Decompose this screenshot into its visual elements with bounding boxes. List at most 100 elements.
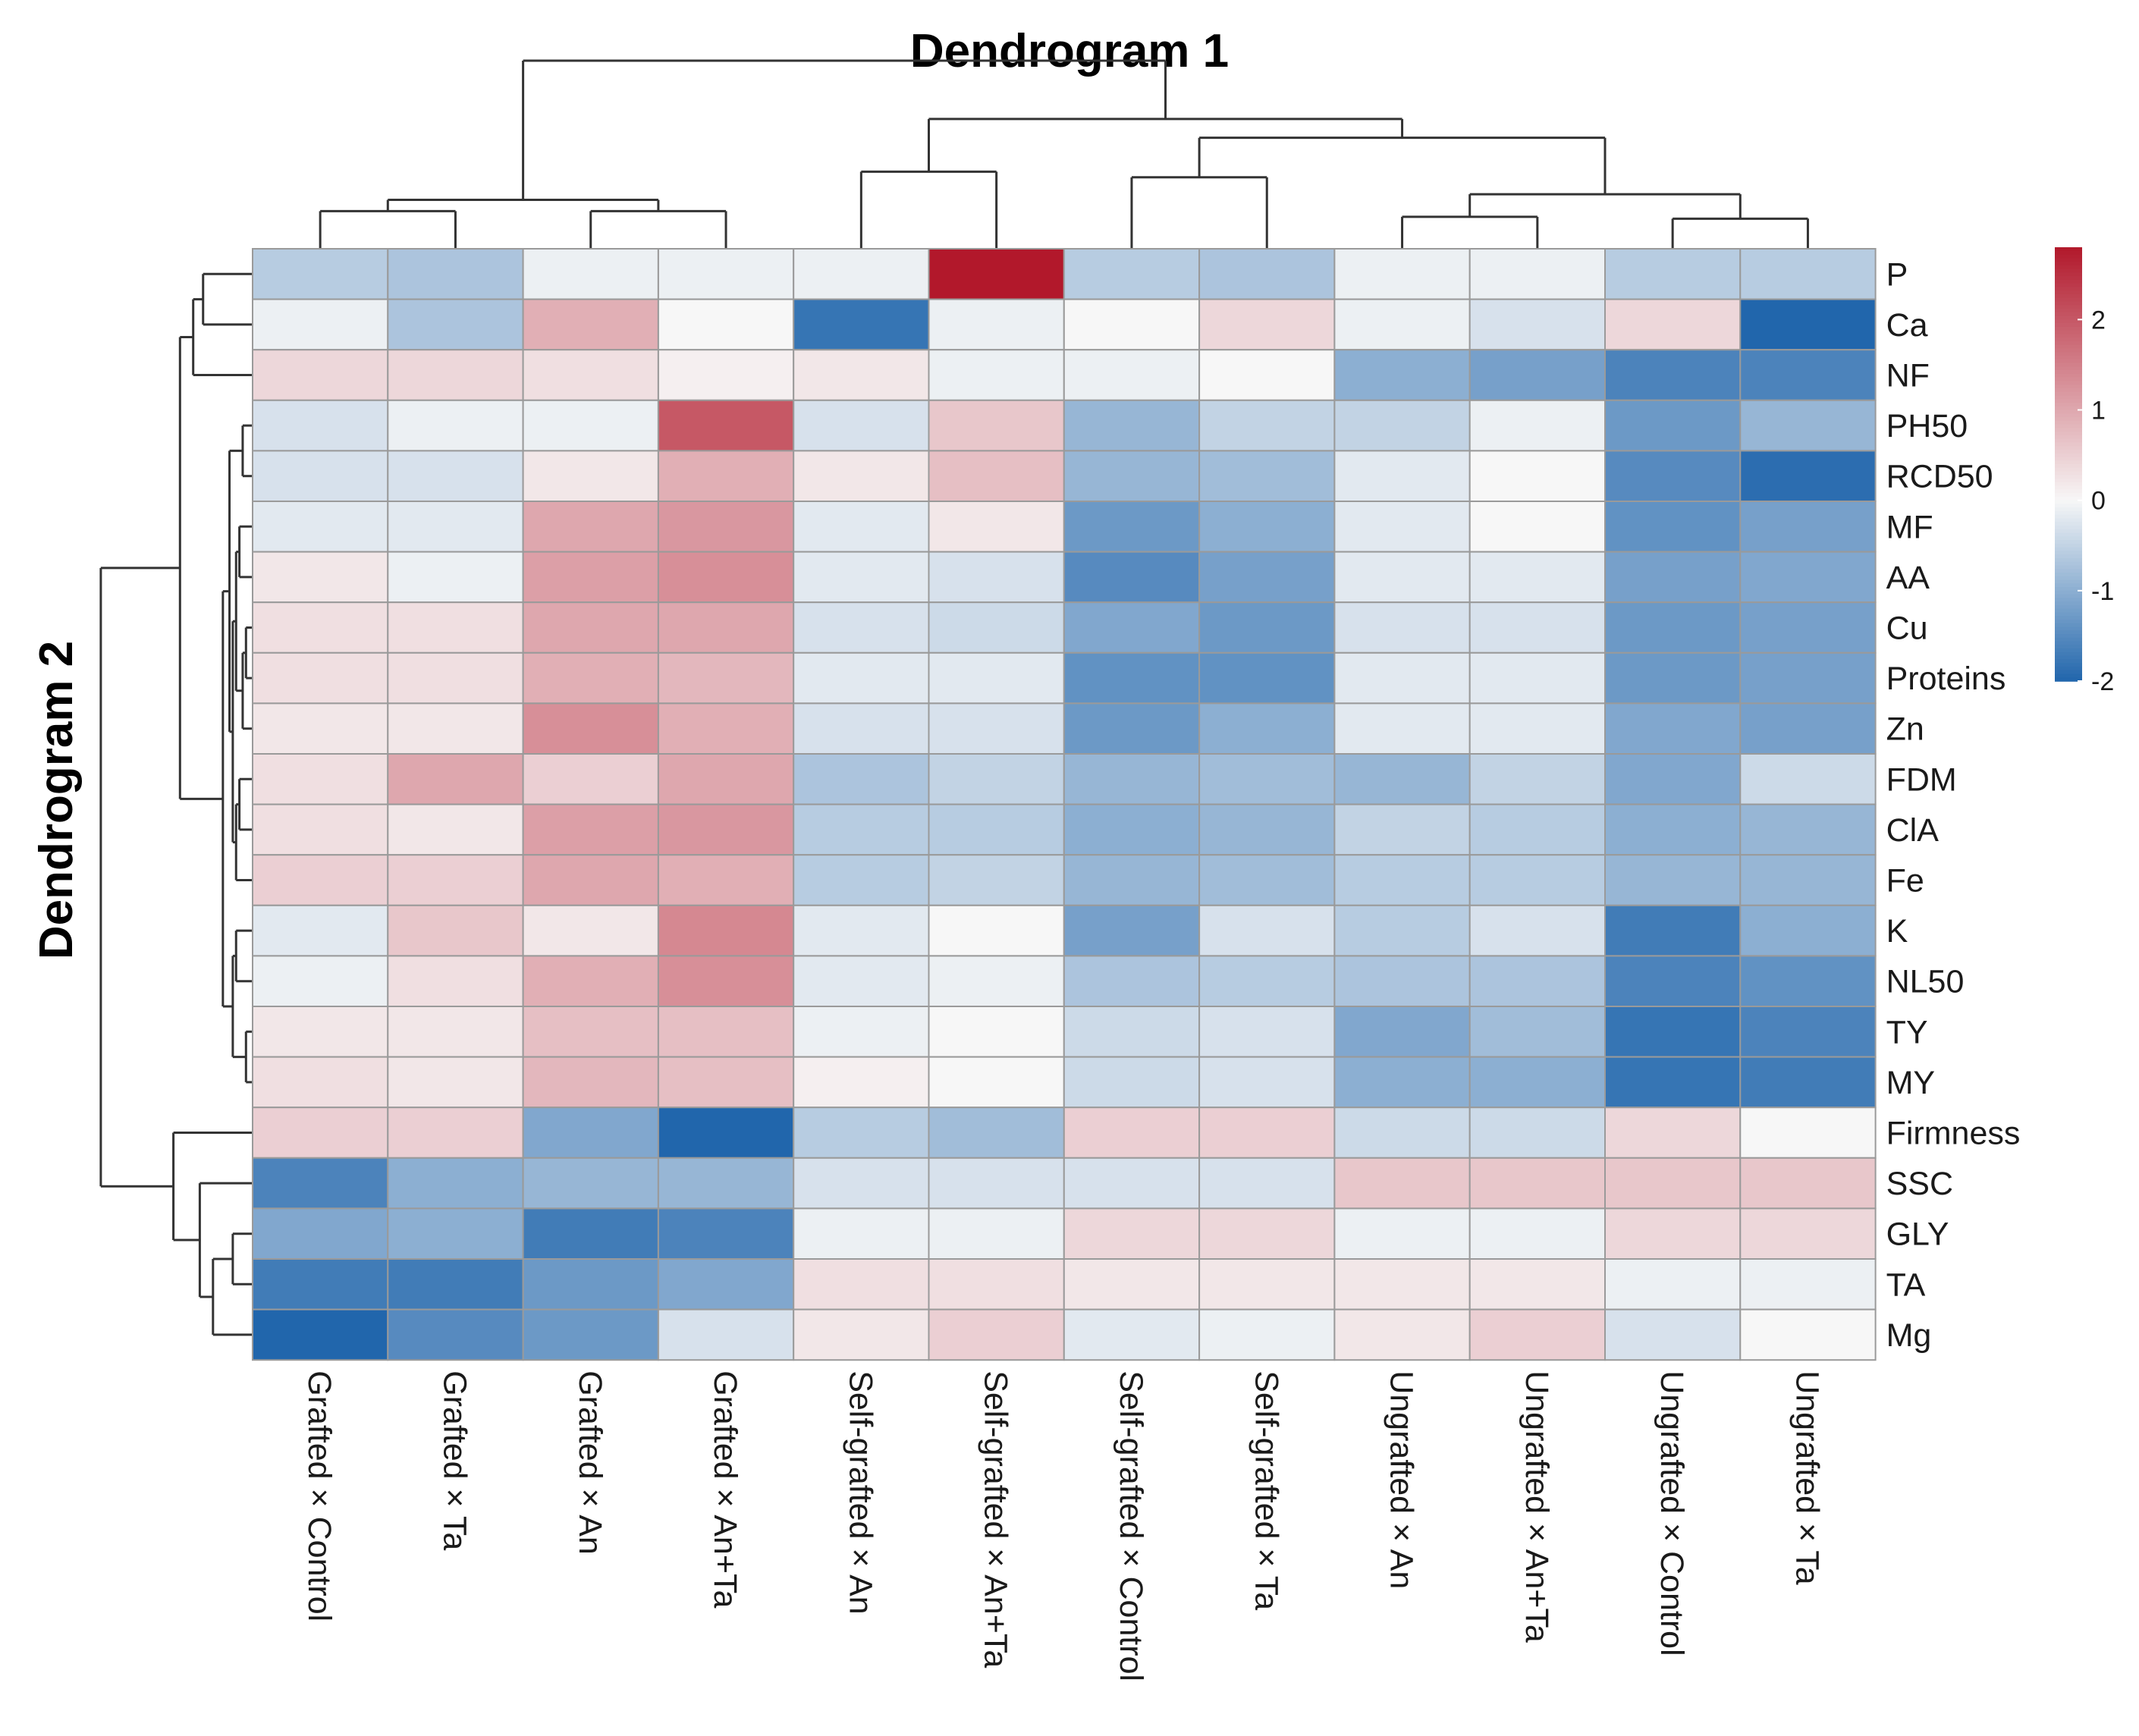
heatmap-cell xyxy=(1063,753,1201,805)
legend-gradient-segment xyxy=(2055,363,2082,368)
legend-gradient-segment xyxy=(2055,413,2082,418)
legend-gradient-segment xyxy=(2055,410,2082,415)
heatmap-cell xyxy=(1198,601,1336,654)
heatmap-cell xyxy=(1333,501,1471,553)
heatmap-cell xyxy=(657,248,795,300)
heatmap-cell xyxy=(1333,1006,1471,1058)
legend-gradient-segment xyxy=(2055,645,2082,649)
heatmap-cell xyxy=(252,702,389,755)
heatmap-cell xyxy=(793,450,930,503)
heatmap-cell xyxy=(657,904,795,957)
heatmap-cell xyxy=(522,399,659,452)
heatmap-cell xyxy=(793,651,930,705)
heatmap-cell xyxy=(387,1107,524,1159)
heatmap-cell xyxy=(252,955,389,1008)
heatmap-cell xyxy=(928,753,1065,805)
row-label: Cu xyxy=(1886,611,1928,647)
heatmap-cell xyxy=(387,349,524,401)
heatmap-cell xyxy=(1198,1258,1336,1311)
heatmap-cell xyxy=(1604,955,1742,1008)
legend-gradient-segment xyxy=(2055,377,2082,382)
legend-gradient-segment xyxy=(2055,540,2082,545)
heatmap-cell xyxy=(387,298,524,351)
heatmap-cell xyxy=(1333,854,1471,906)
row-label: MF xyxy=(1886,509,1933,545)
heatmap-cell xyxy=(1063,1006,1201,1058)
heatmap-cell xyxy=(1198,651,1336,705)
row-label: TA xyxy=(1886,1267,1926,1303)
legend-gradient-segment xyxy=(2055,576,2082,581)
heatmap-cell xyxy=(793,248,930,300)
heatmap-cell xyxy=(928,1006,1065,1058)
heatmap-cell xyxy=(1739,904,1877,957)
heatmap-cell xyxy=(793,399,930,452)
heatmap-cell xyxy=(1604,1157,1742,1210)
heatmap-cell xyxy=(928,1107,1065,1159)
heatmap-cell xyxy=(1468,1308,1606,1361)
legend-gradient-segment xyxy=(2055,348,2082,353)
heatmap-cell xyxy=(657,702,795,755)
heatmap-cell xyxy=(252,248,389,300)
heatmap-cell xyxy=(1604,1107,1742,1159)
heatmap-cell xyxy=(1468,904,1606,957)
legend-gradient-segment xyxy=(2055,424,2082,429)
heatmap-cell xyxy=(1468,1107,1606,1159)
heatmap-cell xyxy=(1063,601,1201,654)
heatmap-cell xyxy=(793,803,930,856)
heatmap-cell xyxy=(522,955,659,1008)
heatmap-cell xyxy=(793,1308,930,1361)
heatmap-cell xyxy=(1198,349,1336,401)
legend-gradient-segment xyxy=(2055,608,2082,614)
heatmap-cell xyxy=(1198,1107,1336,1159)
legend-gradient-segment xyxy=(2055,485,2082,491)
legend-gradient-segment xyxy=(2055,460,2082,465)
heatmap-cell xyxy=(1739,551,1877,604)
heatmap-cell xyxy=(1739,753,1877,805)
heatmap-cell xyxy=(252,601,389,654)
heatmap-cell xyxy=(1333,904,1471,957)
heatmap-cell xyxy=(1333,753,1471,805)
heatmap-cell xyxy=(1333,298,1471,351)
heatmap-cell xyxy=(1739,1107,1877,1159)
heatmap-cell xyxy=(793,854,930,906)
column-label: Grafted × Ta xyxy=(436,1370,473,1550)
legend-gradient-segment xyxy=(2055,391,2082,397)
heatmap-cell xyxy=(1604,1006,1742,1058)
legend-gradient-segment xyxy=(2055,598,2082,602)
legend-gradient-segment xyxy=(2055,532,2082,538)
legend-gradient-segment xyxy=(2055,388,2082,393)
heatmap-cell xyxy=(387,1006,524,1058)
heatmap-cell xyxy=(387,601,524,654)
row-label: P xyxy=(1886,256,1908,293)
legend-gradient-segment xyxy=(2055,561,2082,567)
heatmap-cell xyxy=(522,298,659,351)
row-label: Firmness xyxy=(1886,1116,2021,1152)
heatmap-cell xyxy=(1468,854,1606,906)
dendrogram-2-title: Dendrogram 2 xyxy=(30,641,83,959)
heatmap-cell xyxy=(1739,1207,1877,1260)
heatmap-cell xyxy=(387,904,524,957)
heatmap-cell xyxy=(1468,248,1606,300)
heatmap-cell xyxy=(1198,1006,1336,1058)
column-label: Grafted × An xyxy=(572,1370,608,1555)
legend-gradient-segment xyxy=(2055,590,2082,595)
legend-gradient-segment xyxy=(2055,258,2082,262)
legend-gradient-segment xyxy=(2055,601,2082,606)
heatmap-cell xyxy=(928,1308,1065,1361)
legend-gradient-segment xyxy=(2055,510,2082,516)
heatmap-cell xyxy=(1468,1258,1606,1311)
legend-gradient-segment xyxy=(2055,272,2082,277)
legend-gradient-segment xyxy=(2055,673,2082,679)
legend-gradient-segment xyxy=(2055,402,2082,407)
heatmap-cell xyxy=(252,1056,389,1109)
legend-gradient-segment xyxy=(2055,279,2082,284)
legend-gradient-segment xyxy=(2055,612,2082,617)
heatmap-cell xyxy=(657,1056,795,1109)
legend-gradient-segment xyxy=(2055,453,2082,458)
legend-gradient-segment xyxy=(2055,583,2082,588)
legend-gradient-segment xyxy=(2055,381,2082,385)
heatmap-cell xyxy=(1198,803,1336,856)
column-label: Self-grafted × An xyxy=(842,1370,878,1615)
heatmap-cell xyxy=(1604,1207,1742,1260)
legend-gradient-segment xyxy=(2055,435,2082,440)
